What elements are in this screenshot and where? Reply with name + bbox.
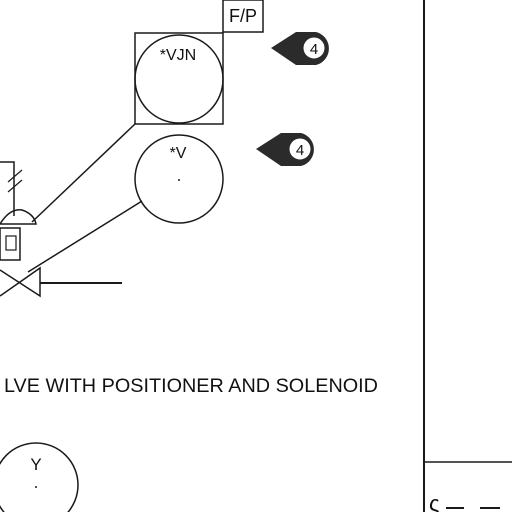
valve-positioner-body [0, 227, 21, 261]
leader-line-vjn [31, 123, 136, 223]
v-instrument-center-dot [178, 179, 180, 181]
vjn-instrument-circle [134, 34, 224, 124]
leader-line-v [27, 200, 143, 273]
valve-signal-hash-2 [7, 179, 23, 193]
v-instrument-circle [134, 134, 224, 224]
y-instrument-circle [0, 442, 79, 517]
control-valve-symbol [0, 161, 122, 298]
y-instrument-label: Y [30, 455, 41, 474]
fp-converter-box [222, 0, 264, 33]
valve-bracket [0, 161, 15, 216]
fp-converter-label: F/P [229, 6, 257, 26]
callout-tag-2: 4 [256, 133, 314, 166]
v-instrument-label: *V [170, 145, 187, 162]
diagram-caption: LVE WITH POSITIONER AND SOLENOID [4, 376, 378, 397]
valve-positioner-port [5, 235, 17, 251]
callout-tag-2-circle [288, 137, 312, 161]
valve-actuator-dome [0, 209, 37, 225]
callout-tag-1: 4 [271, 32, 329, 65]
callout-tag-1-number: 4 [310, 41, 318, 58]
valve-body-triangle [0, 266, 41, 298]
valve-signal-hash-1 [7, 169, 23, 183]
vjn-instrument-label: *VJN [160, 47, 196, 64]
y-instrument-center-dot [35, 486, 37, 488]
callout-tag-2-number: 4 [296, 142, 304, 159]
callout-tag-1-circle [302, 36, 326, 60]
frame-edge-mark: ς [429, 491, 440, 512]
